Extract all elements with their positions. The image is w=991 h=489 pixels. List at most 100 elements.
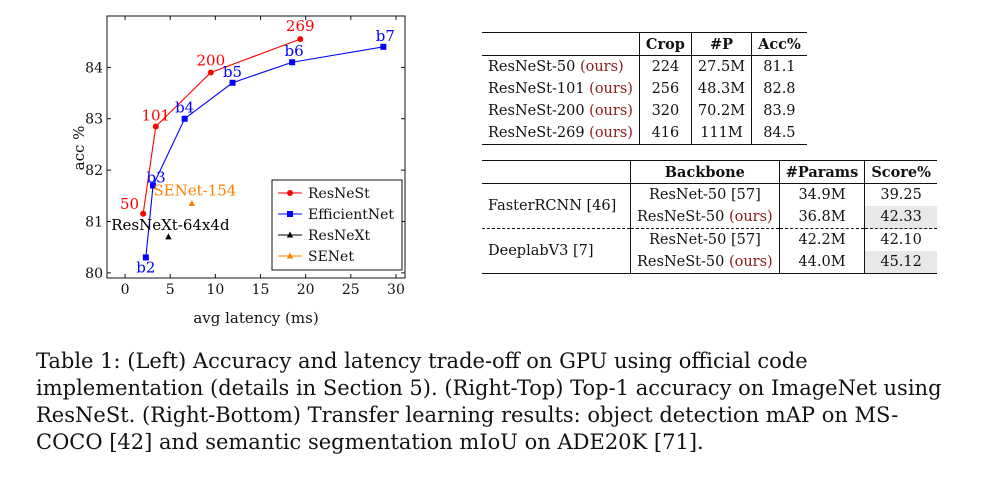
- plot-frame: [106, 15, 406, 279]
- legend-entry: SENet: [308, 249, 354, 265]
- y-tick-label: 82: [85, 163, 103, 179]
- data-label: 101: [141, 106, 170, 124]
- x-tick-label: 20: [297, 282, 315, 298]
- acc-cell: 83.9: [751, 100, 807, 122]
- data-label: b3: [146, 169, 165, 187]
- data-label: ResNeXt-64x4d: [111, 216, 230, 234]
- params-cell: 34.9M: [778, 183, 865, 206]
- y-tick-label: 80: [85, 266, 103, 282]
- table-header-cell: [482, 32, 640, 56]
- acc-cell: 82.8: [751, 78, 807, 100]
- x-tick-label: 15: [252, 282, 270, 298]
- legend-entry: EfficientNet: [308, 207, 394, 223]
- ours-tag: (ours): [728, 254, 773, 270]
- crop-cell: 256: [638, 78, 692, 100]
- model-cell: ResNeSt-269 (ours): [482, 122, 639, 145]
- backbone-cell: ResNeSt-50 (ours): [630, 206, 780, 229]
- latency-accuracy-chart: 0 5 10 15 20 25 30 80 81 82 83 84 50 101 200 269 b2 b3 b4…: [70, 15, 406, 327]
- table-row: ResNeSt-269 (ours) 416 111M 84.5: [482, 122, 807, 145]
- series-resnext: ResNeXt-64x4d: [111, 216, 230, 240]
- data-label: b2: [136, 258, 155, 276]
- params-cell: 111M: [690, 122, 752, 145]
- table-header-cell: #Params: [778, 160, 865, 184]
- table-header-cell: Backbone: [630, 160, 780, 184]
- imagenet-accuracy-table: Crop #P Acc% ResNeSt-50 (ours) 224 27.5M…: [482, 32, 807, 145]
- data-point-marker: [286, 231, 294, 238]
- crop-cell: 320: [638, 100, 692, 122]
- table-header-cell: Crop: [638, 32, 692, 56]
- model-cell: ResNeSt-101 (ours): [482, 78, 639, 100]
- chart-legend: ResNeSt EfficientNet ResNeXt SENet: [271, 179, 403, 271]
- data-point-marker: [207, 69, 214, 76]
- model-name: ResNeSt-200: [488, 103, 585, 119]
- legend-box: [271, 179, 403, 271]
- crop-cell: 224: [638, 55, 692, 78]
- data-label: 50: [120, 195, 139, 213]
- data-point-marker: [165, 233, 172, 240]
- acc-cell: 84.5: [751, 122, 807, 145]
- score-cell: 45.12: [864, 251, 937, 274]
- series-efficientnet: b2 b3 b4 b5 b6 b7: [136, 27, 395, 277]
- table-header-cell: [482, 160, 631, 184]
- ours-tag: (ours): [589, 81, 633, 97]
- series-line: [145, 46, 384, 258]
- legend-entry: ResNeXt: [308, 228, 371, 244]
- chart-series: 50 101 200 269 b2 b3 b4 b5 b6 b7 ResNeXt-64x4d SENe…: [111, 17, 395, 276]
- data-point-marker: [297, 36, 304, 43]
- params-cell: 27.5M: [690, 55, 752, 78]
- crop-cell: 416: [638, 122, 692, 145]
- table-row: DeeplabV3 [7] ResNet-50 [57] 42.2M 42.10: [482, 228, 937, 274]
- data-point-marker: [142, 254, 149, 261]
- y-tick-label: 83: [85, 112, 103, 128]
- x-tick-label: 25: [342, 282, 360, 298]
- data-label: SENet-154: [153, 182, 236, 200]
- table-header-row: Backbone #Params Score%: [482, 160, 937, 184]
- series-line: [142, 38, 301, 214]
- table-header-cell: #P: [690, 32, 752, 56]
- data-point-marker: [152, 123, 159, 130]
- task-cell: DeeplabV3 [7]: [482, 228, 631, 274]
- series-senet: SENet-154: [153, 182, 236, 207]
- params-cell: 44.0M: [778, 251, 865, 274]
- x-tick-label: 0: [121, 282, 130, 298]
- table-row: ResNeSt-50 (ours) 224 27.5M 81.1: [482, 55, 807, 79]
- params-cell: 70.2M: [690, 100, 752, 122]
- table-row: FasterRCNN [46] ResNet-50 [57] 34.9M 39.…: [482, 183, 937, 214]
- data-point-marker: [287, 190, 293, 196]
- table-header-cell: Score%: [864, 160, 937, 184]
- params-cell: 36.8M: [778, 206, 865, 229]
- y-tick-label: 81: [85, 214, 103, 230]
- data-point-marker: [229, 79, 236, 86]
- model-name: ResNeSt-50: [488, 59, 576, 75]
- ours-tag: (ours): [579, 59, 624, 75]
- data-label: 200: [197, 52, 226, 70]
- model-cell: ResNeSt-200 (ours): [482, 100, 639, 122]
- table-row: ResNeSt-50 (ours) 44.0M 45.12: [482, 251, 937, 274]
- series-resnest: 50 101 200 269: [120, 17, 315, 217]
- data-point-marker: [140, 210, 147, 217]
- score-cell: 42.10: [864, 228, 937, 251]
- model-cell: ResNeSt-50 (ours): [482, 56, 639, 79]
- table-row: ResNeSt-200 (ours) 320 70.2M 83.9: [482, 100, 807, 122]
- data-label: 269: [286, 17, 315, 35]
- x-tick-label: 10: [206, 282, 224, 298]
- data-point-marker: [188, 200, 196, 207]
- table-row: ResNeSt-50 (ours) 36.8M 42.33: [482, 206, 937, 229]
- score-cell: 42.33: [864, 206, 937, 229]
- task-cell: FasterRCNN [46]: [488, 198, 617, 214]
- table-header-cell: Acc%: [751, 32, 807, 56]
- backbone-name: ResNet-50 [57]: [648, 232, 761, 248]
- acc-cell: 81.1: [751, 55, 807, 78]
- table-caption: Table 1: (Left) Accuracy and latency tra…: [36, 349, 942, 454]
- score-cell: 39.25: [864, 183, 937, 206]
- table-header-row: Crop #P Acc%: [482, 32, 807, 56]
- y-axis-label: acc %: [70, 126, 88, 171]
- transfer-learning-table: Backbone #Params Score% FasterRCNN [46] …: [482, 160, 937, 274]
- y-tick-label: 84: [85, 60, 103, 76]
- model-name: ResNeSt-269: [488, 125, 585, 141]
- ours-tag: (ours): [728, 209, 773, 225]
- data-label: b7: [376, 27, 395, 45]
- chart-axes: 0 5 10 15 20 25 30 80 81 82 83 84: [85, 15, 406, 298]
- data-point-marker: [150, 182, 157, 189]
- data-point-marker: [286, 252, 294, 259]
